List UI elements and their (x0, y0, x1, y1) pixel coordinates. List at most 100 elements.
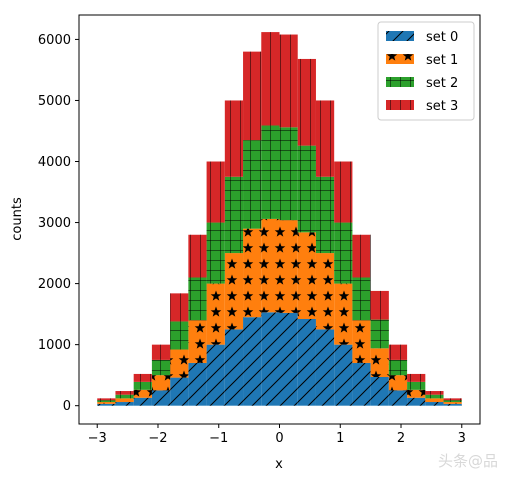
bar-hatch (115, 394, 134, 399)
bar-hatch (261, 312, 280, 406)
legend-label: set 1 (426, 53, 458, 68)
bar-hatch (279, 34, 298, 128)
bar-hatch (188, 362, 207, 406)
bar-hatch (224, 176, 244, 254)
bar-hatch (443, 400, 462, 403)
bar-hatch (352, 277, 371, 321)
bar-hatch (315, 329, 335, 406)
bar-hatch (188, 234, 207, 278)
bar-hatch (243, 51, 262, 141)
bar-hatch (97, 403, 116, 406)
bar-hatch (425, 398, 444, 403)
bar-hatch (388, 359, 408, 376)
x-tick-label: −1 (209, 431, 228, 446)
x-axis-label: x (275, 457, 283, 472)
x-tick-label: −3 (88, 431, 107, 446)
bar-hatch (407, 381, 426, 390)
bar-hatch (370, 348, 389, 377)
series-2 (97, 125, 462, 403)
legend-swatch-hatch (386, 100, 414, 110)
bar-hatch (206, 283, 225, 345)
bar-hatch (279, 220, 298, 313)
bars-layer (97, 32, 462, 406)
bar-hatch (206, 344, 225, 406)
series-3 (97, 32, 462, 401)
series-1 (97, 218, 462, 404)
legend-label: set 2 (426, 76, 458, 91)
bar-hatch (224, 329, 244, 406)
bar-hatch (334, 283, 353, 345)
bar-hatch (388, 375, 408, 391)
bar-hatch (407, 389, 426, 398)
bar-hatch (133, 373, 152, 382)
bar-hatch (425, 394, 444, 399)
legend-swatch-hatch (386, 31, 414, 41)
bar-hatch (261, 125, 280, 219)
bar-hatch (243, 140, 262, 229)
y-tick-label: 5000 (38, 94, 71, 109)
bar-hatch (151, 359, 171, 376)
y-tick-label: 3000 (38, 216, 71, 231)
x-tick-label: 1 (336, 431, 344, 446)
bar-hatch (206, 161, 225, 223)
bar-hatch (388, 390, 408, 406)
watermark: 头条@品 (438, 452, 498, 470)
bar-hatch (334, 222, 353, 284)
bar-hatch (279, 127, 298, 221)
bar-hatch (170, 293, 189, 322)
y-tick-label: 2000 (38, 277, 71, 292)
bar-hatch (315, 253, 335, 330)
bar-hatch (206, 222, 225, 284)
bar-hatch (170, 377, 189, 406)
bar-hatch (388, 344, 408, 360)
bar-hatch (279, 312, 298, 406)
bar-hatch (261, 32, 280, 126)
bar-hatch (297, 145, 316, 233)
y-axis-label: counts (10, 197, 25, 241)
bar-hatch (370, 290, 389, 320)
x-tick-label: 0 (275, 431, 283, 446)
bar-hatch (352, 234, 371, 278)
bar-hatch (243, 317, 262, 406)
series-0 (97, 312, 462, 406)
bar-hatch (97, 398, 116, 401)
legend-swatch-hatch (386, 77, 414, 87)
bar-hatch (188, 320, 207, 363)
bar-hatch (425, 402, 444, 406)
bar-hatch (334, 161, 353, 223)
bar-hatch (188, 277, 207, 321)
bar-hatch (352, 320, 371, 363)
bar-hatch (443, 398, 462, 401)
x-tick-label: −2 (148, 431, 167, 446)
bar-hatch (151, 390, 171, 406)
y-tick-label: 4000 (38, 155, 71, 170)
bar-hatch (97, 400, 116, 403)
bar-hatch (370, 319, 389, 349)
bar-hatch (133, 381, 152, 390)
bar-hatch (297, 319, 316, 406)
bar-hatch (170, 349, 189, 378)
y-axis-ticks: 0 1000 2000 3000 4000 5000 6000 (38, 33, 79, 414)
bar-hatch (133, 397, 152, 406)
legend: set 0 set 1 set 2 set 3 (377, 21, 475, 121)
bar-hatch (315, 176, 335, 254)
bar-hatch (97, 402, 116, 404)
bar-hatch (151, 344, 171, 360)
bar-hatch (407, 373, 426, 382)
bar-hatch (243, 228, 262, 318)
legend-label: set 0 (426, 30, 458, 45)
bar-hatch (297, 58, 316, 146)
bar-hatch (151, 375, 171, 391)
bar-hatch (443, 403, 462, 406)
bar-hatch (370, 376, 389, 406)
y-tick-label: 6000 (38, 33, 71, 48)
legend-swatch-hatch (386, 54, 414, 64)
bar-hatch (261, 218, 280, 313)
legend-label: set 3 (426, 99, 458, 114)
bar-hatch (170, 321, 189, 350)
bar-hatch (133, 389, 152, 398)
bar-hatch (315, 100, 335, 177)
x-axis-ticks: −3 −2 −1 0 1 2 3 (88, 424, 466, 446)
x-tick-label: 3 (458, 431, 466, 446)
legend-box (377, 21, 475, 121)
